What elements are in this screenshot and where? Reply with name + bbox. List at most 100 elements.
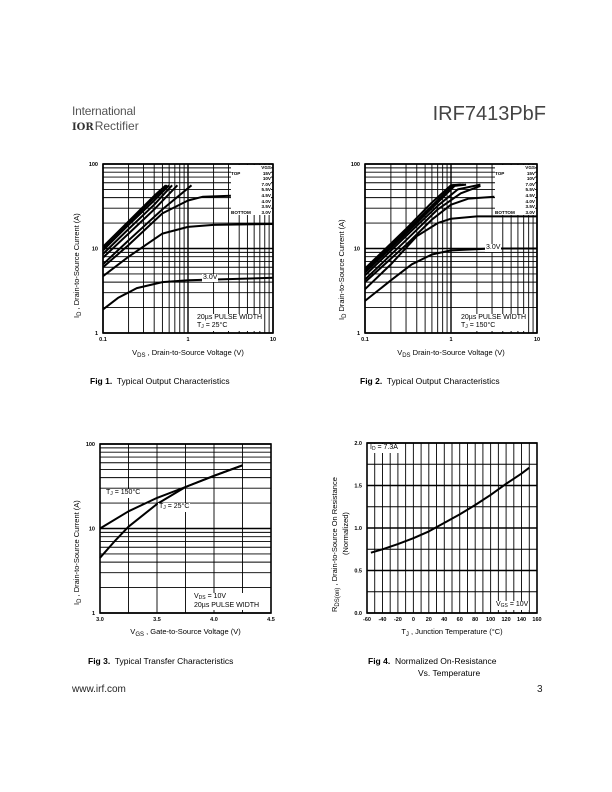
legend-entry: 5.5V bbox=[261, 187, 271, 193]
y-tick-label: 100 bbox=[89, 162, 98, 168]
figure-caption: Fig 4. Normalized On-Resistance bbox=[368, 656, 497, 666]
x-tick-label: -40 bbox=[378, 617, 386, 623]
conditions-note: VDS = 10V 20µs PULSE WIDTH bbox=[193, 593, 261, 610]
figure-caption: Fig 3. Typical Transfer Characteristics bbox=[88, 656, 234, 666]
x-axis-label: VGS , Gate-to-Source Voltage (V) bbox=[130, 627, 241, 638]
y-tick-label: 100 bbox=[351, 162, 360, 168]
x-tick-label: 3.0 bbox=[96, 617, 104, 623]
chart-fig2: 0.1 1 10 1 10 100 VGS TOP 15V 10V 7.0V 5.5V 4.… bbox=[351, 162, 540, 343]
series-line-5-5v bbox=[364, 183, 481, 277]
series-line-10v bbox=[102, 184, 168, 250]
y-tick-label: 10 bbox=[89, 527, 95, 533]
x-axis-label: VDS , Drain-to-Source Voltage (V) bbox=[132, 348, 244, 359]
legend-header: VGS bbox=[261, 165, 271, 170]
y-tick-label: 0.5 bbox=[354, 569, 362, 575]
chart-fig1: 0.1 1 10 1 10 100 VGS TOP 15V 10V 7.0V 5.5V 4.… bbox=[89, 162, 276, 343]
conditions-note: 20µs PULSE WIDTH TJ = 25°C bbox=[196, 314, 264, 331]
x-tick-label: 1 bbox=[186, 337, 189, 343]
y-axis-label: ID , Drain-to-Source Current (A) bbox=[72, 500, 83, 605]
y-tick-label: 2.0 bbox=[354, 441, 362, 447]
x-tick-label: 1 bbox=[449, 337, 452, 343]
series-line-5-5v bbox=[102, 184, 173, 255]
y-tick-label: 10 bbox=[92, 247, 98, 253]
company-name: International bbox=[72, 104, 136, 118]
chart-fig4-plot: -60 -40 -20 0 20 40 60 80 100 120 140 160 0.0 0.5 1.0 1… bbox=[354, 441, 541, 623]
y-tick-label: 10 bbox=[354, 247, 360, 253]
x-tick-label: 20 bbox=[426, 617, 432, 623]
series-line-3-0v bbox=[102, 223, 274, 277]
company-name-line2: Rectifier bbox=[94, 119, 139, 133]
x-tick-label: 120 bbox=[501, 617, 510, 623]
legend-bottom-label: BOTTOM bbox=[231, 209, 251, 215]
x-tick-label: 140 bbox=[517, 617, 526, 623]
y-tick-label: 1 bbox=[95, 331, 98, 337]
x-axis-label: VDS Drain-to-Source Voltage (V) bbox=[397, 348, 505, 359]
chart-fig3-plot: 3.0 3.5 4.0 4.5 1 10 100 bbox=[86, 442, 275, 623]
series-line-4-5v bbox=[364, 184, 481, 281]
x-tick-label: 0.1 bbox=[361, 337, 369, 343]
series-line-rds-on- bbox=[370, 466, 530, 554]
x-tick-label: 3.5 bbox=[153, 617, 161, 623]
part-number-title: IRF7413PbF bbox=[432, 103, 546, 125]
series-line-tj-25-c bbox=[99, 464, 243, 559]
page-number: 3 bbox=[537, 684, 543, 695]
y-axis-label: ID , Drain-to-Source Current (A) bbox=[72, 213, 83, 318]
x-tick-label: 4.0 bbox=[210, 617, 218, 623]
x-axis-label: TJ , Junction Temperature (°C) bbox=[401, 627, 503, 638]
x-tick-label: 0.1 bbox=[99, 337, 107, 343]
y-tick-label: 1.5 bbox=[354, 484, 362, 490]
legend-entry: 15V bbox=[262, 170, 271, 176]
y-tick-label: 100 bbox=[86, 442, 95, 448]
y-axis-label: ID Drain-to-Source Current (A) bbox=[337, 219, 348, 320]
curve-label-3v: 3.0V bbox=[202, 274, 219, 282]
legend: VGS TOP 15V 10V 7.0V 5.5V 4.5V 4.0V 3.5V … bbox=[231, 165, 271, 216]
x-tick-label: 80 bbox=[472, 617, 478, 623]
y-tick-label: 1 bbox=[92, 611, 95, 617]
chart-fig3: 3.0 3.5 4.0 4.5 1 10 100 TJ = 150°C TJ = 25°C … bbox=[86, 442, 275, 623]
legend-entry: 4.0V bbox=[261, 198, 271, 204]
series-line-3-5v bbox=[364, 215, 537, 290]
y-tick-label: 0.0 bbox=[354, 611, 362, 617]
figure-caption-line2: Vs. Temperature bbox=[418, 668, 481, 678]
y-tick-label: 1 bbox=[357, 331, 360, 337]
series-line-3-5v bbox=[102, 194, 231, 268]
x-tick-label: 40 bbox=[441, 617, 447, 623]
series-line-15v bbox=[102, 184, 167, 248]
label-id: ID = 7.3A bbox=[369, 444, 399, 453]
label-vgs: VGS = 10V bbox=[495, 601, 530, 610]
x-tick-label: 0 bbox=[412, 617, 415, 623]
series-line-7-0v bbox=[102, 184, 170, 252]
legend-entry: 4.5V bbox=[261, 192, 271, 198]
figure-caption: Fig 2. Typical Output Characteristics bbox=[360, 376, 500, 386]
plot-frame bbox=[366, 442, 538, 614]
legend-entry: 10V bbox=[262, 176, 271, 182]
series-line-7-0v bbox=[364, 183, 467, 274]
y-axis-label-line2: (Normalized) bbox=[341, 512, 350, 555]
x-tick-label: -60 bbox=[363, 617, 371, 623]
x-tick-label: 60 bbox=[457, 617, 463, 623]
company-logo: IORRectifier bbox=[72, 119, 139, 133]
legend-entry: 7.0V bbox=[261, 181, 271, 187]
x-tick-label: 10 bbox=[270, 337, 276, 343]
legend: VGS TOP 15V 10V 7.0V 5.5V 4.5V 4.0V 3.5V … bbox=[495, 165, 535, 216]
footer-url[interactable]: www.irf.com bbox=[72, 684, 126, 695]
series-line-4-0v bbox=[364, 195, 495, 283]
x-tick-label: 160 bbox=[532, 617, 541, 623]
x-tick-label: 10 bbox=[534, 337, 540, 343]
label-tj-25: TJ = 25°C bbox=[158, 503, 191, 512]
chart-fig4: -60 -40 -20 0 20 40 60 80 100 120 140 160 0.0 0.5 1.0 1… bbox=[354, 441, 541, 623]
y-tick-label: 1.0 bbox=[354, 526, 362, 532]
ior-logo: IOR bbox=[72, 122, 94, 133]
x-tick-label: -20 bbox=[394, 617, 402, 623]
x-tick-label: 4.5 bbox=[267, 617, 275, 623]
figure-caption: Fig 1. Typical Output Characteristics bbox=[90, 376, 230, 386]
legend-entry: 3.5V bbox=[261, 204, 271, 210]
label-tj-150: TJ = 150°C bbox=[105, 489, 142, 498]
x-tick-label: 100 bbox=[486, 617, 495, 623]
conditions-note: 20µs PULSE WIDTH TJ = 150°C bbox=[460, 314, 528, 331]
legend-entry: 3.0V bbox=[261, 209, 271, 215]
curve-label-3v: 3.0V bbox=[485, 244, 502, 252]
series-line-4-0v bbox=[102, 184, 193, 266]
y-axis-label: RDS(on) , Drain-to-Source On Resistance bbox=[330, 477, 341, 612]
